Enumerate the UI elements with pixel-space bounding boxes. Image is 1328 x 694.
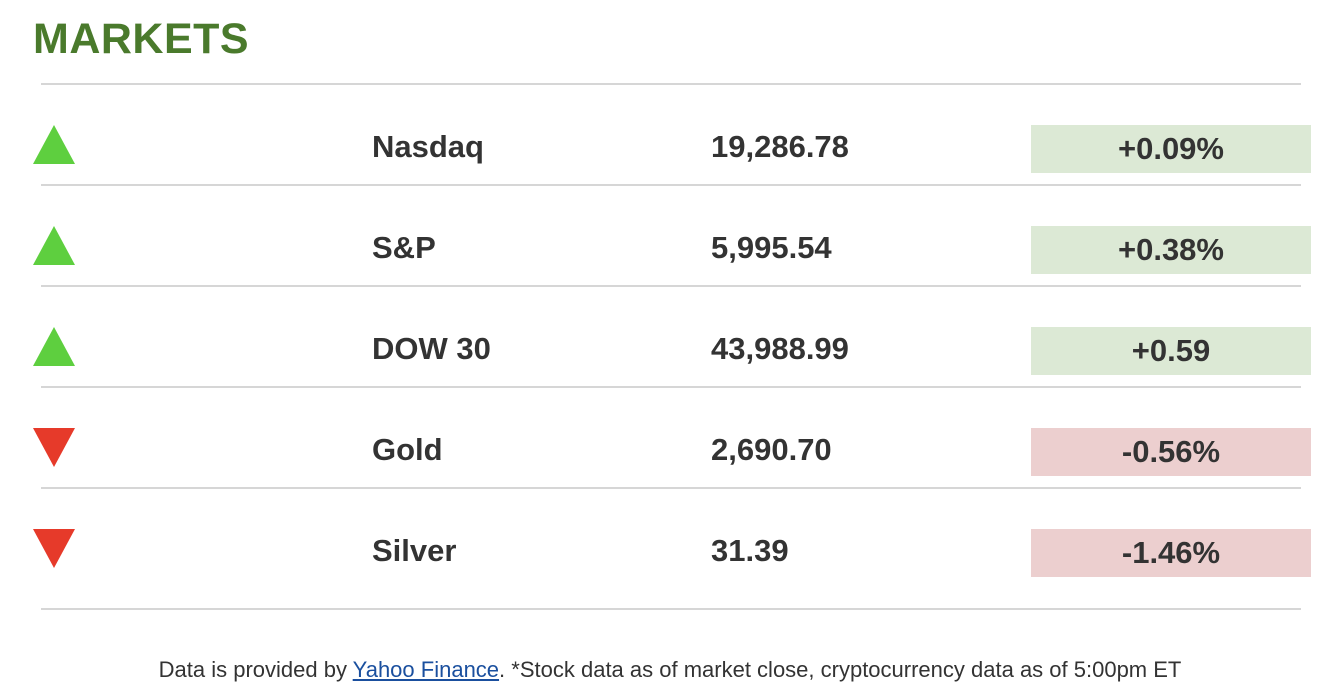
market-value: 2,690.70 bbox=[711, 432, 832, 467]
row-divider bbox=[41, 487, 1301, 489]
row-divider bbox=[41, 285, 1301, 287]
up-arrow-icon bbox=[33, 125, 75, 164]
market-change-badge: -0.56% bbox=[1031, 428, 1311, 476]
market-row-nasdaq: Nasdaq 19,286.78 +0.09% bbox=[0, 85, 1328, 186]
market-change-badge: +0.59 bbox=[1031, 327, 1311, 375]
row-divider bbox=[41, 608, 1301, 610]
market-value: 19,286.78 bbox=[711, 129, 849, 164]
market-change-badge: +0.09% bbox=[1031, 125, 1311, 173]
market-row-sp: S&P 5,995.54 +0.38% bbox=[0, 186, 1328, 287]
up-arrow-icon bbox=[33, 226, 75, 265]
market-name: DOW 30 bbox=[372, 331, 491, 366]
market-value: 31.39 bbox=[711, 533, 789, 568]
market-name: Gold bbox=[372, 432, 443, 467]
market-change-badge: +0.38% bbox=[1031, 226, 1311, 274]
markets-title: MARKETS bbox=[33, 15, 250, 63]
markets-table: Nasdaq 19,286.78 +0.09% S&P 5,995.54 +0.… bbox=[0, 85, 1328, 610]
data-source-footer: Data is provided by Yahoo Finance. *Stoc… bbox=[0, 655, 1328, 685]
footer-prefix: Data is provided by bbox=[158, 657, 353, 682]
down-arrow-icon bbox=[33, 529, 75, 568]
top-divider bbox=[41, 83, 1301, 85]
market-name: Nasdaq bbox=[372, 129, 484, 164]
market-change-badge: -1.46% bbox=[1031, 529, 1311, 577]
market-name: S&P bbox=[372, 230, 436, 265]
market-name: Silver bbox=[372, 533, 457, 568]
footer-suffix: . *Stock data as of market close, crypto… bbox=[499, 657, 1182, 682]
market-row-gold: Gold 2,690.70 -0.56% bbox=[0, 388, 1328, 489]
down-arrow-icon bbox=[33, 428, 75, 467]
market-value: 5,995.54 bbox=[711, 230, 832, 265]
market-row-silver: Silver 31.39 -1.46% bbox=[0, 489, 1328, 610]
market-row-dow: DOW 30 43,988.99 +0.59 bbox=[0, 287, 1328, 388]
yahoo-finance-link[interactable]: Yahoo Finance bbox=[352, 657, 500, 682]
up-arrow-icon bbox=[33, 327, 75, 366]
row-divider bbox=[41, 386, 1301, 388]
market-value: 43,988.99 bbox=[711, 331, 849, 366]
row-divider bbox=[41, 184, 1301, 186]
